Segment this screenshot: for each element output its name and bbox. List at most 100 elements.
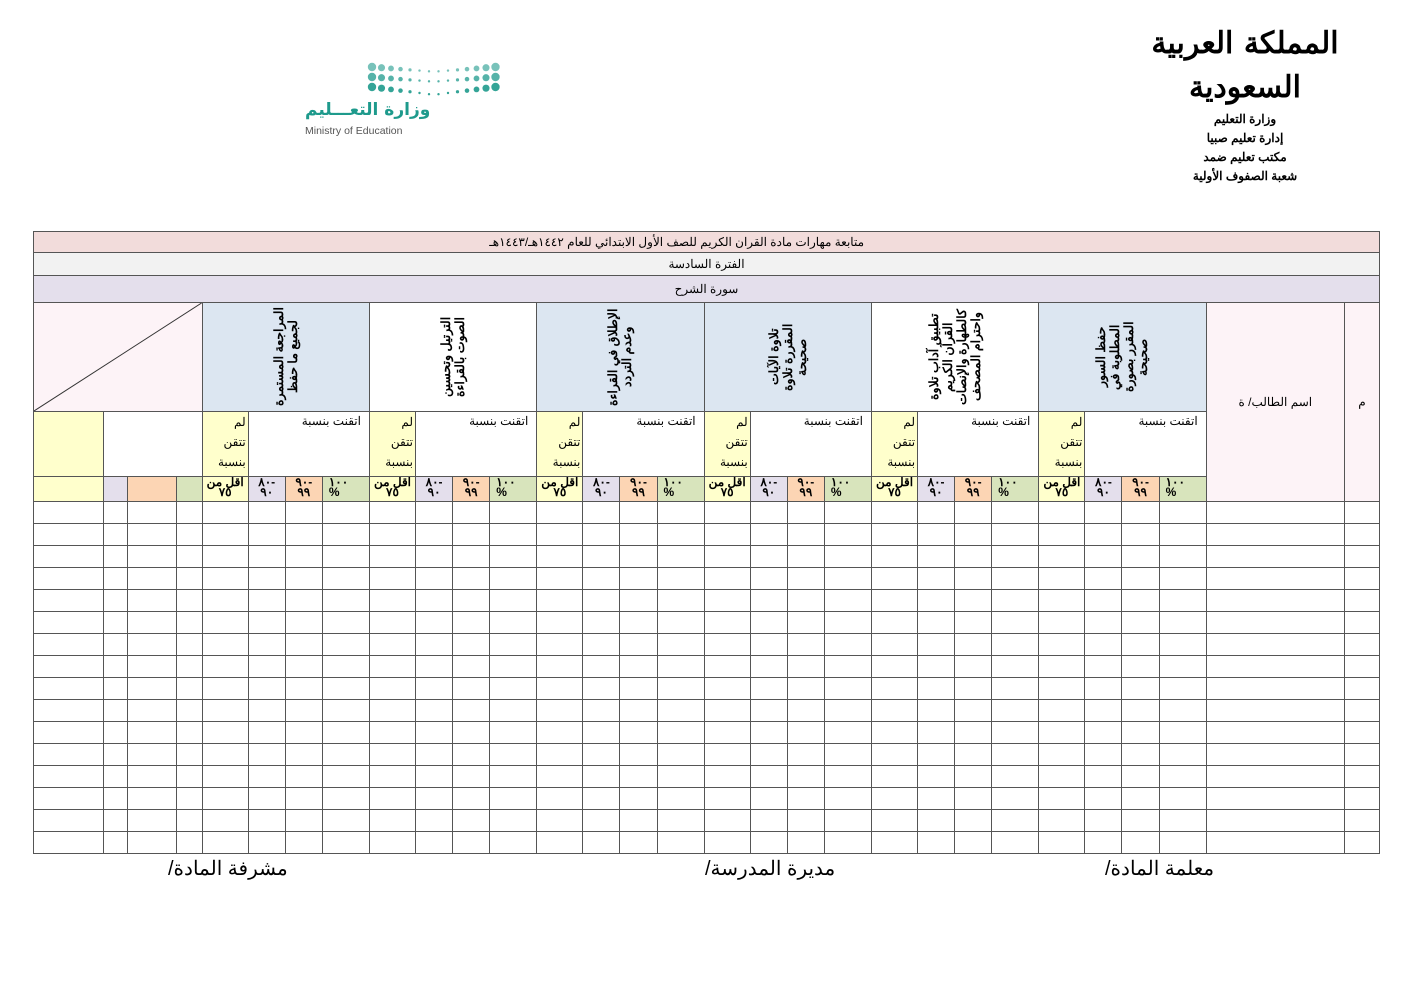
data-cell[interactable] (1158, 787, 1207, 810)
data-cell[interactable] (1158, 765, 1207, 788)
data-cell[interactable] (1343, 611, 1381, 634)
data-cell[interactable] (582, 699, 621, 722)
data-cell[interactable] (582, 611, 621, 634)
data-cell[interactable] (703, 633, 751, 656)
data-cell[interactable] (1084, 787, 1123, 810)
data-cell[interactable] (452, 589, 491, 612)
data-cell[interactable] (1343, 655, 1381, 678)
data-cell[interactable] (1038, 677, 1086, 700)
data-cell[interactable] (917, 523, 956, 546)
data-cell[interactable] (247, 743, 286, 766)
data-cell[interactable] (582, 765, 621, 788)
data-cell[interactable] (127, 545, 177, 568)
data-cell[interactable] (1158, 831, 1207, 854)
data-cell[interactable] (489, 655, 538, 678)
data-cell[interactable] (823, 809, 872, 832)
data-cell[interactable] (1038, 567, 1086, 590)
data-cell[interactable] (749, 721, 788, 744)
data-cell[interactable] (870, 743, 919, 766)
data-cell[interactable] (1038, 809, 1086, 832)
data-cell[interactable] (284, 589, 323, 612)
data-cell[interactable] (415, 633, 454, 656)
data-cell[interactable] (1038, 655, 1086, 678)
data-cell[interactable] (321, 567, 370, 590)
data-cell[interactable] (1158, 699, 1207, 722)
data-cell[interactable] (103, 611, 129, 634)
data-cell[interactable] (489, 677, 538, 700)
data-cell[interactable] (786, 743, 825, 766)
data-cell[interactable] (175, 589, 203, 612)
data-cell[interactable] (703, 787, 751, 810)
data-cell[interactable] (536, 567, 584, 590)
data-cell[interactable] (823, 611, 872, 634)
data-cell[interactable] (582, 831, 621, 854)
data-cell[interactable] (127, 765, 177, 788)
data-cell[interactable] (127, 655, 177, 678)
data-cell[interactable] (656, 809, 705, 832)
data-cell[interactable] (954, 787, 993, 810)
data-cell[interactable] (452, 831, 491, 854)
data-cell[interactable] (656, 501, 705, 524)
data-cell[interactable] (954, 721, 993, 744)
data-cell[interactable] (1205, 831, 1345, 854)
data-cell[interactable] (127, 589, 177, 612)
data-cell[interactable] (32, 611, 105, 634)
data-cell[interactable] (489, 721, 538, 744)
data-cell[interactable] (247, 501, 286, 524)
data-cell[interactable] (619, 765, 658, 788)
data-cell[interactable] (127, 809, 177, 832)
data-cell[interactable] (1038, 787, 1086, 810)
data-cell[interactable] (103, 589, 129, 612)
data-cell[interactable] (368, 567, 417, 590)
data-cell[interactable] (175, 655, 203, 678)
data-cell[interactable] (870, 589, 919, 612)
data-cell[interactable] (1121, 699, 1160, 722)
data-cell[interactable] (991, 611, 1040, 634)
data-cell[interactable] (201, 831, 249, 854)
data-cell[interactable] (415, 589, 454, 612)
data-cell[interactable] (823, 633, 872, 656)
data-cell[interactable] (247, 809, 286, 832)
data-cell[interactable] (103, 765, 129, 788)
data-cell[interactable] (1205, 589, 1345, 612)
data-cell[interactable] (1084, 721, 1123, 744)
data-cell[interactable] (656, 633, 705, 656)
data-cell[interactable] (32, 523, 105, 546)
data-cell[interactable] (536, 633, 584, 656)
data-cell[interactable] (1038, 501, 1086, 524)
data-cell[interactable] (201, 501, 249, 524)
data-cell[interactable] (870, 765, 919, 788)
data-cell[interactable] (415, 809, 454, 832)
data-cell[interactable] (1121, 765, 1160, 788)
data-cell[interactable] (703, 523, 751, 546)
data-cell[interactable] (1084, 545, 1123, 568)
data-cell[interactable] (749, 545, 788, 568)
data-cell[interactable] (619, 699, 658, 722)
data-cell[interactable] (1343, 523, 1381, 546)
data-cell[interactable] (127, 699, 177, 722)
data-cell[interactable] (321, 677, 370, 700)
data-cell[interactable] (415, 611, 454, 634)
data-cell[interactable] (1084, 611, 1123, 634)
data-cell[interactable] (1038, 765, 1086, 788)
data-cell[interactable] (1343, 699, 1381, 722)
data-cell[interactable] (619, 523, 658, 546)
data-cell[interactable] (1158, 501, 1207, 524)
data-cell[interactable] (749, 699, 788, 722)
data-cell[interactable] (1205, 765, 1345, 788)
data-cell[interactable] (368, 523, 417, 546)
data-cell[interactable] (284, 743, 323, 766)
data-cell[interactable] (1121, 831, 1160, 854)
data-cell[interactable] (368, 809, 417, 832)
data-cell[interactable] (32, 809, 105, 832)
data-cell[interactable] (103, 567, 129, 590)
data-cell[interactable] (619, 787, 658, 810)
data-cell[interactable] (284, 765, 323, 788)
data-cell[interactable] (703, 831, 751, 854)
data-cell[interactable] (175, 523, 203, 546)
data-cell[interactable] (1205, 567, 1345, 590)
data-cell[interactable] (1084, 699, 1123, 722)
data-cell[interactable] (1084, 677, 1123, 700)
data-cell[interactable] (32, 743, 105, 766)
data-cell[interactable] (991, 699, 1040, 722)
